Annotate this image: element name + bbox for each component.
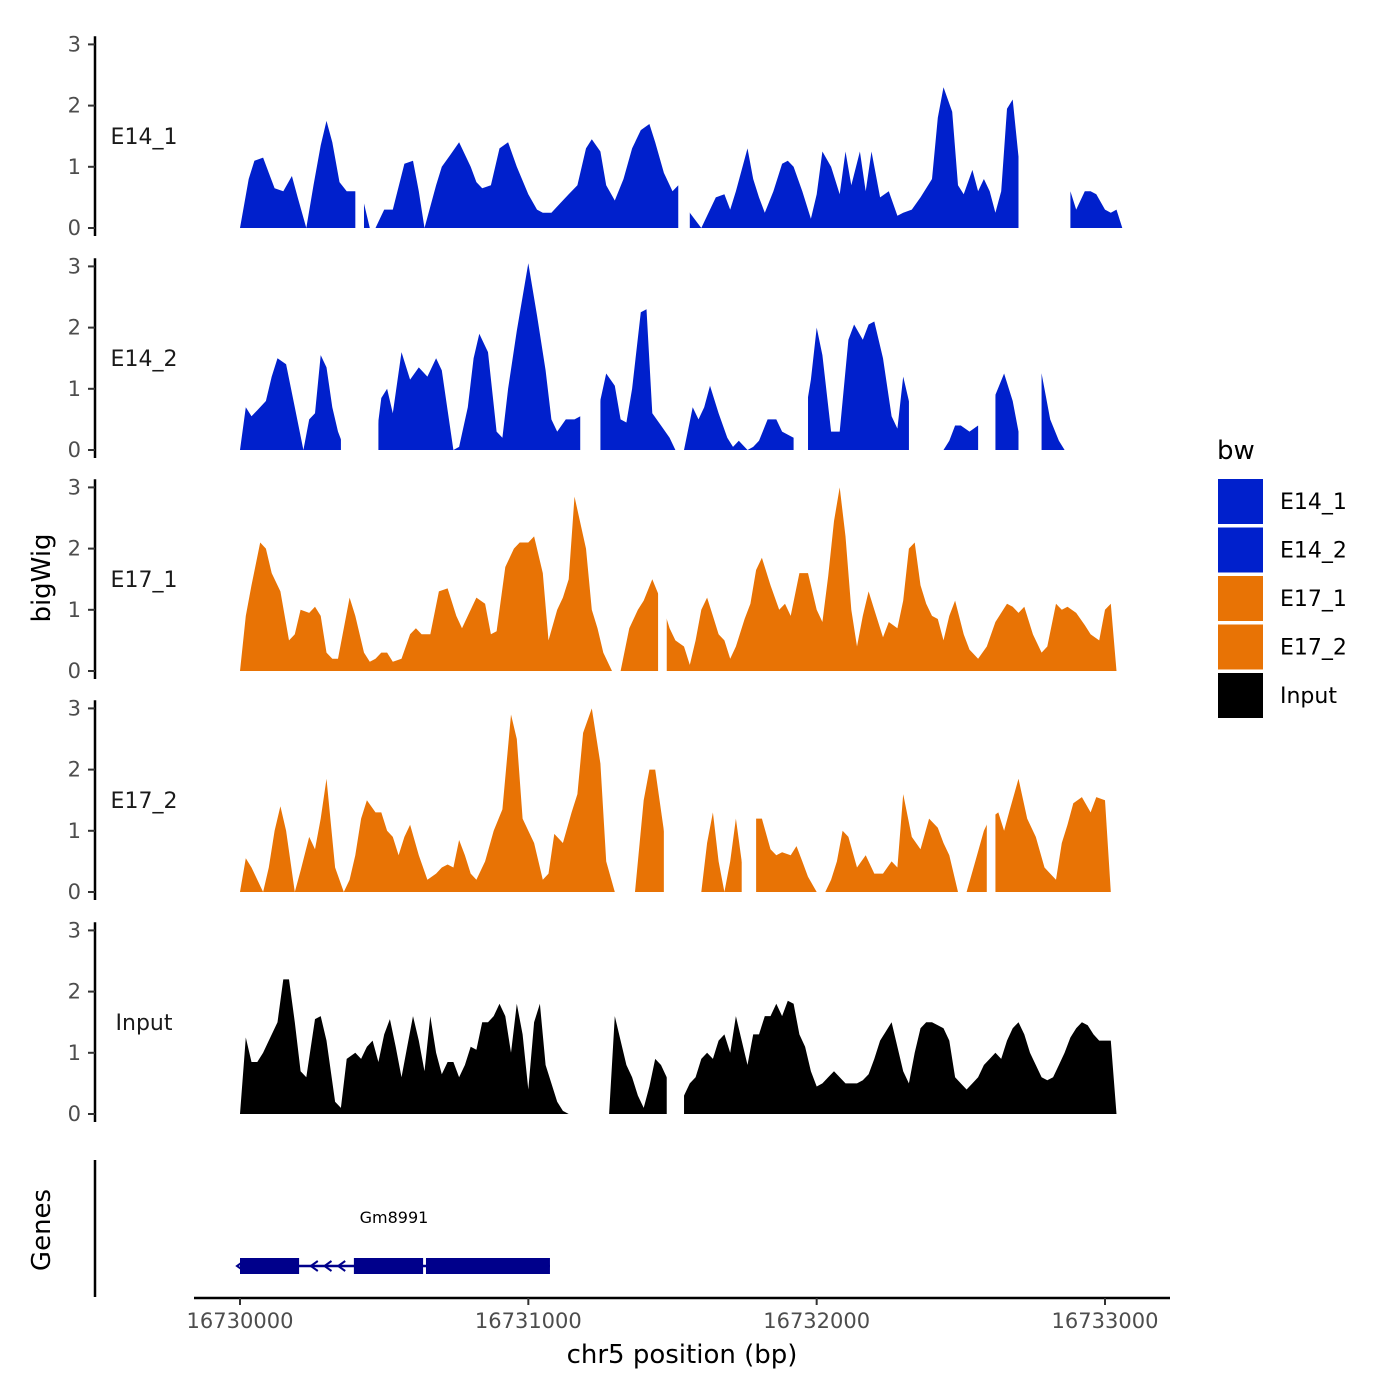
y-tick-label: 2 xyxy=(68,758,81,782)
no-coverage-gap xyxy=(580,255,601,451)
strand-arrow xyxy=(322,1260,333,1272)
gene-exon xyxy=(425,1258,550,1274)
y-tick-label: 2 xyxy=(68,316,81,340)
y-tick-label: 3 xyxy=(68,918,81,942)
no-coverage-gap xyxy=(1018,255,1042,451)
y-tick-label: 1 xyxy=(68,377,81,401)
gene-exon xyxy=(353,1258,424,1274)
legend: bw E14_1 E14_2 E17_1 E17_2 Input xyxy=(1217,436,1347,718)
y-tick-label: 0 xyxy=(68,216,81,240)
x-tick-label: 16732000 xyxy=(763,1309,870,1333)
gene-name-label: Gm8991 xyxy=(360,1208,429,1227)
no-coverage-gap xyxy=(678,33,690,229)
x-axis-title: chr5 position (bp) xyxy=(567,1340,798,1370)
x-axis: 16730000 16731000 16732000 16733000 xyxy=(187,1296,1170,1333)
gene-track: Gm8991 xyxy=(93,1160,550,1297)
strand-arrow xyxy=(235,1260,245,1272)
legend-swatch xyxy=(1218,527,1263,573)
y-tick-label: 0 xyxy=(68,438,81,462)
y-tick-label: 3 xyxy=(68,254,81,278)
legend-label: Input xyxy=(1280,684,1337,709)
x-tick-label: 16733000 xyxy=(1052,1309,1159,1333)
legend-swatch xyxy=(1218,624,1263,670)
signal-area-E14_1 xyxy=(240,87,1123,228)
track-E17_2: 0 1 2 3 E17_2 xyxy=(68,696,1111,904)
no-coverage-gap xyxy=(793,255,809,451)
track-label: E17_2 xyxy=(111,789,178,814)
signal-area-E17_1 xyxy=(240,487,1117,671)
signal-area-E17_2 xyxy=(240,708,1111,892)
y-tick-label: 1 xyxy=(68,819,81,843)
y-tick-label: 0 xyxy=(68,880,81,904)
no-coverage-gap xyxy=(666,919,685,1115)
gene-exon xyxy=(240,1258,300,1274)
y-tick-label: 1 xyxy=(68,155,81,179)
strand-arrow xyxy=(336,1260,346,1272)
no-coverage-gap xyxy=(658,476,667,672)
y-tick-label: 1 xyxy=(68,598,81,622)
y-tick-label: 3 xyxy=(68,475,81,499)
track-label: E14_1 xyxy=(111,125,178,150)
y-tick-label: 3 xyxy=(68,32,81,56)
y-tick-label: 3 xyxy=(68,696,81,720)
y-tick-label: 0 xyxy=(68,1102,81,1126)
signal-tracks: 0 1 2 3 E14_1 0 1 2 3 E14_2 0 1 2 3 E17_1 0 1 2 3 E17_2 0 1 2 3… xyxy=(68,32,1123,1126)
y-axis-title: bigWig xyxy=(27,533,57,622)
legend-swatch xyxy=(1218,576,1263,621)
legend-label: E14_1 xyxy=(1280,490,1347,515)
track-Input: 0 1 2 3 Input xyxy=(68,918,1117,1126)
no-coverage-gap xyxy=(741,697,757,893)
track-label: Input xyxy=(116,1011,173,1036)
track-E14_2: 0 1 2 3 E14_2 xyxy=(68,254,1120,462)
y-tick-label: 0 xyxy=(68,659,81,683)
no-coverage-gap xyxy=(1018,33,1071,229)
no-coverage-gap xyxy=(340,255,379,451)
genes-track-title: Genes xyxy=(27,1189,57,1271)
legend-label: E14_2 xyxy=(1280,539,1347,564)
x-tick-label: 16730000 xyxy=(187,1309,294,1333)
no-coverage-gap xyxy=(986,697,996,893)
legend-title: bw xyxy=(1217,436,1255,466)
x-tick-label: 16731000 xyxy=(475,1309,582,1333)
y-tick-label: 2 xyxy=(68,94,81,118)
y-tick-label: 1 xyxy=(68,1041,81,1065)
no-coverage-gap xyxy=(908,255,938,451)
strand-arrow xyxy=(309,1260,319,1272)
no-coverage-gap xyxy=(663,697,682,893)
y-tick-label: 2 xyxy=(68,537,81,561)
track-E17_1: 0 1 2 3 E17_1 xyxy=(68,475,1117,683)
signal-area-Input xyxy=(240,979,1117,1114)
legend-label: E17_1 xyxy=(1280,587,1347,612)
no-coverage-gap xyxy=(978,255,996,451)
y-tick-label: 2 xyxy=(68,980,81,1004)
track-E14_1: 0 1 2 3 E14_1 xyxy=(68,32,1123,240)
track-label: E14_2 xyxy=(111,347,178,372)
legend-swatch xyxy=(1218,673,1263,718)
legend-label: E17_2 xyxy=(1280,636,1347,661)
legend-swatch xyxy=(1218,479,1263,524)
no-coverage-gap xyxy=(355,33,364,229)
track-label: E17_1 xyxy=(111,568,178,593)
